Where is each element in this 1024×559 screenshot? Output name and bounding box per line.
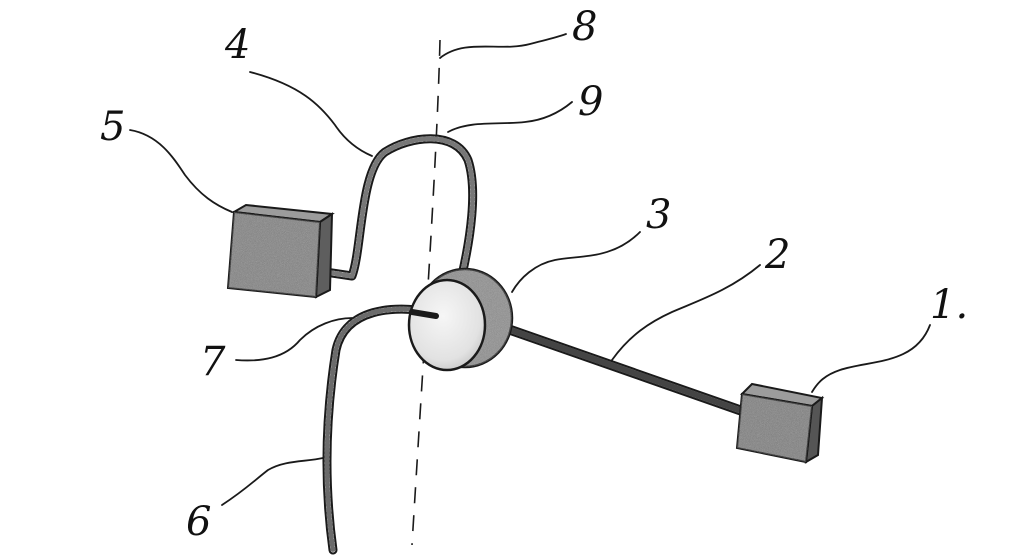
leader-5 [129, 129, 233, 213]
rod-2 [500, 323, 750, 417]
leader-3 [511, 231, 641, 293]
leader-7 [235, 317, 353, 362]
label-5: 5 [100, 104, 125, 150]
ring-3 [407, 267, 514, 372]
box-1 [735, 382, 825, 464]
leader-4 [249, 71, 373, 157]
box-5 [226, 203, 335, 299]
leader-2 [611, 264, 761, 361]
leader-lines [129, 33, 931, 506]
leader-1 [811, 324, 931, 393]
leader-8 [439, 33, 567, 59]
label-4: 4 [224, 22, 250, 68]
label-3: 3 [646, 192, 671, 238]
label-1: 1. [930, 282, 968, 328]
cable-6 [322, 304, 435, 555]
label-6: 6 [186, 499, 211, 545]
leader-6 [221, 457, 324, 506]
label-7: 7 [200, 339, 226, 385]
label-2: 2 [764, 232, 790, 278]
label-8: 8 [572, 4, 597, 50]
cable-4 [307, 134, 478, 281]
leader-9 [447, 101, 573, 133]
cable-end-7 [409, 309, 439, 319]
label-9: 9 [578, 79, 603, 125]
